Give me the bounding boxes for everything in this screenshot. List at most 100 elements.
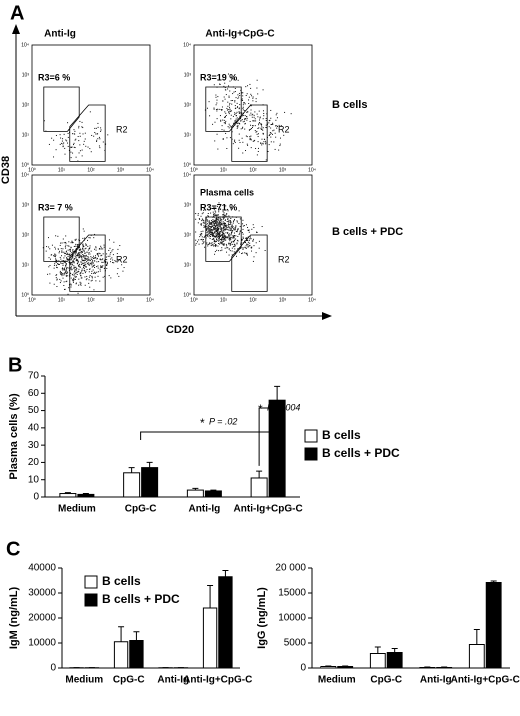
event-dot xyxy=(58,260,60,262)
event-dot xyxy=(238,147,240,149)
event-dot xyxy=(228,96,230,98)
event-dot xyxy=(244,102,246,104)
y-tick-label: 0 xyxy=(300,663,306,674)
log-tick-label: 10³ xyxy=(22,72,30,78)
event-dot xyxy=(231,231,233,233)
event-dot xyxy=(83,256,85,258)
event-dot xyxy=(228,242,230,244)
event-dot xyxy=(207,243,209,245)
event-dot xyxy=(228,127,230,129)
log-tick-label: 10⁰ xyxy=(21,162,29,168)
log-tick-label: 10¹ xyxy=(220,167,228,173)
event-dot xyxy=(199,233,201,235)
event-dot xyxy=(64,241,66,243)
event-dot xyxy=(228,226,230,228)
event-dot xyxy=(82,259,84,261)
event-dot xyxy=(213,108,215,110)
event-dot xyxy=(227,247,229,249)
bar xyxy=(250,477,268,498)
event-dot xyxy=(91,257,93,259)
event-dot xyxy=(54,246,56,248)
event-dot xyxy=(64,262,66,264)
event-dot xyxy=(100,259,102,261)
log-tick-label: 10² xyxy=(249,297,257,303)
event-dot xyxy=(233,241,235,243)
event-dot xyxy=(207,215,209,217)
event-dot xyxy=(64,288,66,290)
event-dot xyxy=(236,125,238,127)
event-dot xyxy=(76,262,78,264)
event-dot xyxy=(67,132,69,134)
event-dot xyxy=(215,244,217,246)
event-dot xyxy=(89,275,91,277)
event-dot xyxy=(86,257,88,259)
event-dot xyxy=(230,208,232,210)
event-dot xyxy=(217,219,219,221)
event-dot xyxy=(276,127,278,129)
event-dot xyxy=(234,112,236,114)
event-dot xyxy=(208,232,210,234)
event-dot xyxy=(241,92,243,94)
event-dot xyxy=(214,207,216,209)
event-dot xyxy=(246,119,248,121)
event-dot xyxy=(217,242,219,244)
event-dot xyxy=(257,136,259,138)
event-dot xyxy=(212,243,214,245)
event-dot xyxy=(83,267,85,269)
event-dot xyxy=(216,215,218,217)
event-dot xyxy=(216,223,218,225)
event-dot xyxy=(78,152,80,154)
event-dot xyxy=(261,126,263,128)
event-dot xyxy=(246,239,248,241)
event-dot xyxy=(225,224,227,226)
event-dot xyxy=(97,267,99,269)
y-tick-label: 10 xyxy=(28,474,40,485)
event-dot xyxy=(200,234,202,236)
event-dot xyxy=(73,258,75,260)
event-dot xyxy=(224,222,226,224)
event-dot xyxy=(101,266,103,268)
event-dot xyxy=(66,267,68,269)
event-dot xyxy=(225,236,227,238)
event-dot xyxy=(79,248,81,250)
event-dot xyxy=(74,251,76,253)
event-dot xyxy=(226,226,228,228)
event-dot xyxy=(216,133,218,135)
event-dot xyxy=(270,117,272,119)
gate-label: R2 xyxy=(116,254,128,264)
event-dot xyxy=(242,106,244,108)
event-dot xyxy=(230,225,232,227)
event-dot xyxy=(82,254,84,256)
event-dot xyxy=(102,141,104,143)
event-dot xyxy=(256,130,258,132)
event-dot xyxy=(71,263,73,265)
event-dot xyxy=(244,252,246,254)
y-tick-label: 0 xyxy=(33,492,39,503)
event-dot xyxy=(222,227,224,229)
event-dot xyxy=(90,256,92,258)
event-dot xyxy=(116,253,118,255)
event-dot xyxy=(84,265,86,267)
event-dot xyxy=(67,258,69,260)
event-dot xyxy=(68,253,70,255)
event-dot xyxy=(72,274,74,276)
event-dot xyxy=(248,231,250,233)
event-dot xyxy=(227,88,229,90)
event-dot xyxy=(213,228,215,230)
event-dot xyxy=(62,143,64,145)
log-tick-label: 10⁰ xyxy=(21,292,29,298)
event-dot xyxy=(86,275,88,277)
event-dot xyxy=(57,263,59,265)
event-dot xyxy=(252,140,254,142)
event-dot xyxy=(278,124,280,126)
event-dot xyxy=(75,251,77,253)
event-dot xyxy=(252,224,254,226)
event-dot xyxy=(237,106,239,108)
event-dot xyxy=(43,120,45,122)
event-dot xyxy=(95,280,97,282)
event-dot xyxy=(247,244,249,246)
gate-label: R3=71 % xyxy=(200,202,237,212)
event-dot xyxy=(63,133,65,135)
event-dot xyxy=(49,282,51,284)
event-dot xyxy=(82,245,84,247)
